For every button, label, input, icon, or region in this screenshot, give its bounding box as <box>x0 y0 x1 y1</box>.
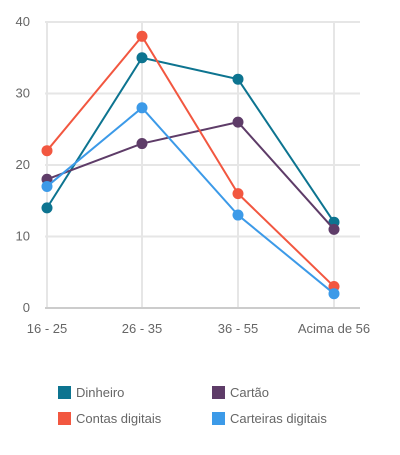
x-tick-label: 16 - 25 <box>27 321 67 336</box>
legend-label-cartao: Cartão <box>230 384 270 400</box>
legend-label-dinheiro: Dinheiro <box>76 384 125 400</box>
data-point <box>232 209 244 221</box>
legend-item-carteiras-digitais[interactable]: Carteiras digitais <box>212 409 352 427</box>
y-tick-label: 40 <box>16 14 30 29</box>
y-tick-label: 0 <box>23 300 30 315</box>
data-point <box>232 188 244 200</box>
series-line <box>46 106 335 295</box>
tick-layer: 0 10 20 30 40 16 - 25 26 - 35 36 - 55 Acima de 5… <box>16 14 371 336</box>
legend-item-dinheiro[interactable]: Dinheiro <box>58 383 212 401</box>
data-point <box>41 180 53 192</box>
x-tick-label: 36 - 55 <box>218 321 258 336</box>
series-layer <box>41 30 340 300</box>
data-point <box>136 138 148 150</box>
data-point <box>136 30 148 42</box>
data-point <box>41 202 53 214</box>
legend-swatch-carteiras-digitais <box>212 411 225 425</box>
data-point <box>41 145 53 157</box>
x-tick-label: Acima de 56 <box>298 321 370 336</box>
x-tick-label: 26 - 35 <box>122 321 162 336</box>
data-point <box>328 223 340 235</box>
series-line <box>46 120 335 231</box>
data-point <box>136 102 148 114</box>
legend-label-contas-digitais: Contas digitais <box>76 410 162 426</box>
data-point <box>232 73 244 85</box>
series-1 <box>41 116 340 235</box>
grid-layer <box>45 21 360 309</box>
y-tick-label: 20 <box>16 157 30 172</box>
series-3 <box>41 102 340 300</box>
legend-swatch-cartao <box>212 385 225 399</box>
y-tick-label: 30 <box>16 86 30 101</box>
legend-label-carteiras-digitais: Carteiras digitais <box>230 410 327 426</box>
data-point <box>232 116 244 128</box>
series-0 <box>41 52 340 228</box>
legend-item-cartao[interactable]: Cartão <box>212 383 352 401</box>
legend-swatch-contas-digitais <box>58 411 71 425</box>
data-point <box>136 52 148 64</box>
series-line <box>46 56 335 223</box>
data-point <box>328 288 340 300</box>
y-tick-label: 10 <box>16 229 30 244</box>
series-line <box>46 34 335 288</box>
legend-item-contas-digitais[interactable]: Contas digitais <box>58 409 212 427</box>
legend-swatch-dinheiro <box>58 385 71 399</box>
legend: Dinheiro Cartão Contas digitais Carteira… <box>58 383 358 427</box>
